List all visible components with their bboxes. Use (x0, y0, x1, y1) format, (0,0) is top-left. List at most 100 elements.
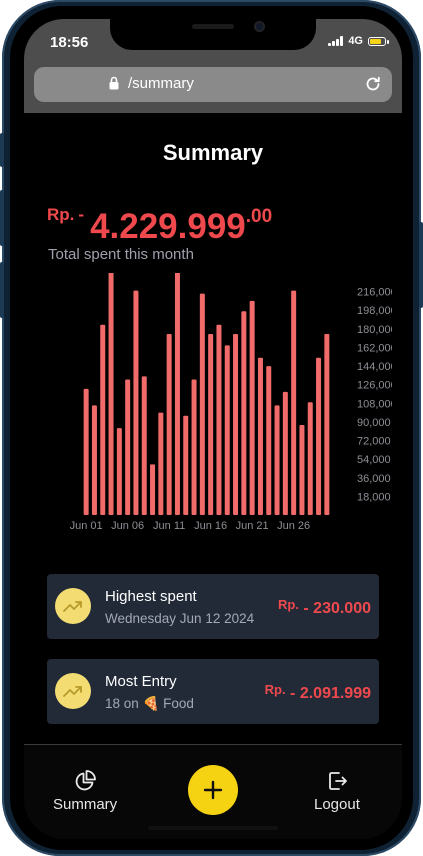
card-currency: Rp. (264, 682, 286, 697)
chart-bar-jun-04 (108, 273, 114, 515)
nav-logout-label: Logout (314, 796, 360, 813)
chart-bar-jun-13 (183, 415, 189, 515)
y-tick-label: 36,000 (357, 473, 391, 485)
signal-icon (328, 36, 344, 46)
chart-bar-jun-12 (174, 273, 180, 515)
page-content: Summary Rp. -4.229.999.00 Total spent thi… (24, 113, 402, 839)
x-tick-label: Jun 06 (111, 520, 144, 532)
chart-bar-jun-14 (191, 379, 197, 515)
daily-spending-chart: 216,000 198,000 180,000 162,000 144,000 126,0… (70, 273, 392, 532)
chart-bar-jun-09 (150, 464, 156, 515)
nav-logout[interactable]: Logout (314, 769, 360, 813)
y-tick-label: 90,000 (357, 417, 391, 429)
status-indicators: 4G (328, 35, 389, 47)
battery-icon (368, 36, 389, 46)
pie-chart-icon (75, 770, 96, 791)
x-tick-label: Jun 11 (153, 520, 185, 532)
chart-bar-jun-17 (216, 324, 222, 515)
total-label: Total spent this month (48, 246, 194, 263)
network-label: 4G (348, 35, 363, 47)
side-button-left-3 (0, 262, 4, 318)
chart-bar-jun-27 (299, 425, 305, 515)
chart-bar-jun-05 (116, 428, 122, 515)
chart-bar-jun-19 (233, 334, 239, 515)
y-tick-label: 126,000 (357, 380, 392, 392)
total-amount: 4.229.999 (90, 207, 246, 246)
x-tick-label: Jun 21 (236, 520, 269, 532)
chart-bar-jun-18 (224, 345, 230, 515)
reload-icon[interactable] (364, 75, 382, 93)
card-amount: - 2.091.999 (290, 685, 371, 702)
card-currency: Rp. (277, 597, 299, 612)
side-button-left-1 (0, 133, 4, 167)
speaker (192, 24, 234, 29)
chart-bar-jun-06 (125, 379, 131, 515)
y-tick-label: 18,000 (357, 491, 391, 503)
home-indicator (148, 826, 278, 830)
y-tick-label: 144,000 (357, 361, 392, 373)
nav-summary-label: Summary (53, 796, 118, 813)
bottom-navigation: Summary Logout (24, 745, 402, 839)
front-camera (254, 21, 265, 32)
card-amount: - 230.000 (303, 600, 371, 617)
x-tick-label: Jun 16 (194, 520, 227, 532)
x-tick-label: Jun 01 (70, 520, 103, 532)
add-entry-button[interactable] (188, 765, 238, 815)
chart-bar-jun-26 (291, 290, 297, 515)
battery-level (370, 38, 381, 44)
notch (110, 19, 316, 50)
nav-divider (24, 744, 402, 745)
chart-bar-jun-21 (249, 300, 255, 515)
chart-bar-jun-16 (208, 334, 214, 515)
card-value: Rp. - 230.000 (278, 597, 371, 618)
chart-bar-jun-23 (266, 366, 272, 515)
chart-bar-jun-29 (316, 357, 322, 515)
card-value: Rp. - 2.091.999 (265, 682, 371, 703)
chart-bar-jun-08 (141, 376, 147, 515)
url-text: /summary (128, 75, 194, 92)
card-subtitle: Wednesday Jun 12 2024 (105, 611, 255, 626)
y-tick-label: 180,000 (357, 324, 392, 336)
side-button-right (419, 222, 423, 308)
chart-bar-jun-22 (257, 357, 263, 515)
most-entry-card[interactable]: Most Entry 18 on 🍕 Food Rp. - 2.091.999 (47, 659, 379, 724)
nav-summary[interactable]: Summary (53, 769, 117, 813)
x-tick-label: Jun 26 (277, 520, 310, 532)
y-tick-label: 108,000 (357, 398, 392, 410)
trending-up-icon (55, 588, 91, 624)
chart-bar-jun-07 (133, 290, 139, 515)
total-sign: - (78, 205, 85, 224)
y-tick-label: 162,000 (357, 342, 392, 354)
chart-bar-jun-30 (324, 334, 330, 515)
total-cents: .00 (245, 206, 273, 227)
y-tick-label: 216,000 (357, 287, 392, 299)
total-spent: Rp. -4.229.999.00 (47, 205, 272, 247)
side-button-left-2 (0, 190, 4, 246)
chart-bar-jun-11 (166, 334, 172, 515)
card-title: Highest spent (105, 588, 197, 605)
chart-bar-jun-10 (158, 412, 164, 515)
plus-icon (203, 780, 223, 800)
lock-icon (109, 76, 119, 90)
page-title: Summary (162, 140, 264, 165)
y-tick-label: 198,000 (357, 305, 392, 317)
address-bar[interactable]: /summary (34, 67, 392, 102)
card-subtitle: 18 on 🍕 Food (105, 696, 194, 711)
y-tick-label: 72,000 (357, 436, 391, 448)
trending-up-icon (55, 673, 91, 709)
status-bar: 18:56 4G (24, 19, 402, 63)
chart-bar-jun-24 (274, 405, 280, 515)
status-time: 18:56 (50, 34, 89, 51)
chart-bar-jun-25 (282, 391, 288, 515)
chart-bar-jun-02 (91, 405, 97, 515)
chart-bar-jun-20 (241, 311, 247, 515)
chart-bar-jun-15 (199, 293, 205, 515)
logout-icon (329, 772, 347, 790)
total-currency: Rp. (47, 205, 75, 224)
browser-chrome: 18:56 4G /summary (24, 19, 402, 113)
chart-bar-jun-03 (100, 324, 106, 515)
highest-spent-card[interactable]: Highest spent Wednesday Jun 12 2024 Rp. … (47, 574, 379, 639)
chart-bar-jun-28 (307, 402, 313, 515)
card-title: Most Entry (105, 673, 177, 690)
y-tick-label: 54,000 (357, 454, 391, 466)
